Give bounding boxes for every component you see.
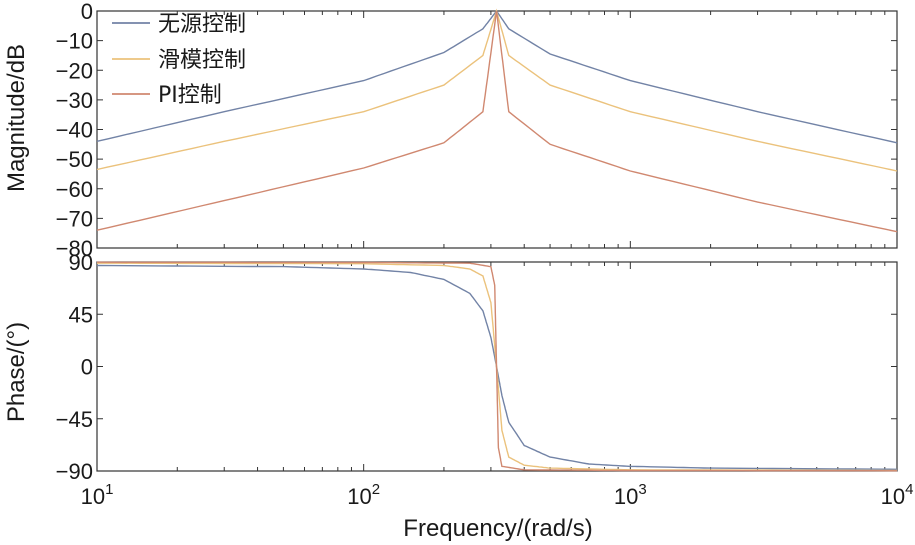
magnitude-y-tick-label: −60	[56, 177, 93, 202]
legend-label-series-2: PI控制	[158, 83, 222, 108]
magnitude-y-tick-label: −50	[56, 147, 93, 172]
magnitude-y-axis-label: Magnitude/dB	[3, 44, 30, 192]
magnitude-panel: 0 −10 −20 −30 −40 −50 −60 −70 −80	[56, 0, 898, 261]
magnitude-y-tick-label: −10	[56, 29, 93, 54]
phase-y-tick-label: −90	[56, 459, 93, 484]
magnitude-y-tick-label: 0	[81, 0, 93, 24]
frequency-x-axis-label: Frequency/(rad/s)	[403, 515, 592, 542]
legend: 无源控制 滑模控制 PI控制	[112, 12, 246, 108]
frequency-x-tick-label: 103	[614, 481, 647, 509]
magnitude-curve-series-2	[96, 10, 898, 233]
magnitude-y-tick-label: −30	[56, 88, 93, 113]
magnitude-y-tick-label: −70	[56, 206, 93, 231]
magnitude-y-tick-label: −80	[56, 236, 93, 261]
legend-label-series-1: 滑模控制	[158, 48, 246, 73]
phase-y-tick-label: 0	[81, 355, 93, 380]
frequency-x-tick-label: 104	[881, 481, 914, 509]
phase-y-tick-label: −45	[56, 407, 93, 432]
phase-y-axis-label: Phase/(°)	[3, 322, 30, 422]
magnitude-plot-frame	[96, 10, 898, 249]
phase-y-tick-label: 90	[69, 250, 93, 275]
frequency-x-tick-label: 101	[81, 481, 114, 509]
phase-y-tick-label: 45	[69, 302, 93, 327]
magnitude-y-tick-label: −20	[56, 58, 93, 83]
frequency-x-tick-label: 102	[347, 481, 380, 509]
phase-curve-series-2	[96, 261, 898, 472]
magnitude-y-tick-label: −40	[56, 118, 93, 143]
legend-label-series-0: 无源控制	[158, 12, 246, 37]
